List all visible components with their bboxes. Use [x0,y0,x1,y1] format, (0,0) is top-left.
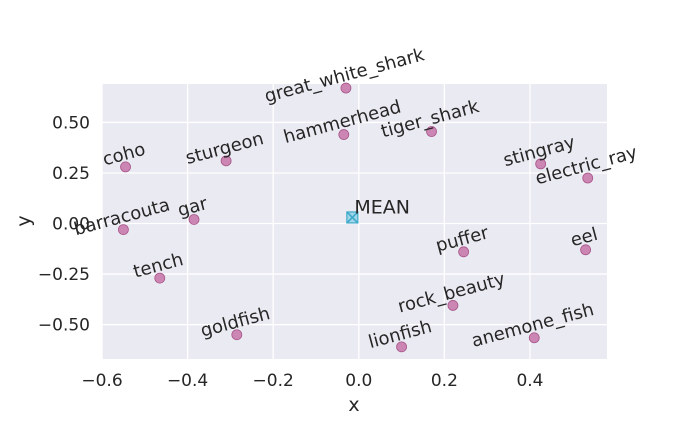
data-point [396,341,407,353]
data-point [231,329,243,341]
data-point [338,129,350,140]
data-point [580,244,592,256]
data-point [447,300,459,311]
data-point [528,332,540,344]
y-tick-labels: 0.50 0.25 0.00 −0.25 −0.50 [38,113,90,335]
y-axis-label: y [13,215,35,226]
data-point [117,224,129,235]
data-point [188,214,200,225]
x-tick-label: −0.2 [253,371,294,391]
data-point [154,272,166,284]
x-tick-label: −0.4 [167,371,208,391]
x-tick-label: −0.6 [81,371,122,391]
y-tick-label: 0.50 [52,113,90,133]
data-point [426,126,437,137]
x-axis-label: x [348,394,359,416]
data-point [340,82,352,94]
x-tick-label: 0.4 [516,371,543,391]
data-point [582,172,594,184]
data-point [220,155,232,167]
y-tick-label: 0.25 [52,164,90,184]
x-tick-label: 0.2 [431,371,458,391]
data-point [535,158,547,170]
grid-lines [101,84,607,359]
y-tick-label: 0.00 [52,215,90,235]
mean-marker-group: MEAN [346,196,410,224]
data-point [120,161,131,173]
mean-label: MEAN [354,196,410,218]
y-tick-label: −0.25 [38,265,90,285]
x-tick-label: 0.0 [345,371,372,391]
data-point [458,246,470,258]
y-tick-label: −0.50 [38,316,90,336]
mean-marker-cross [346,211,359,224]
x-tick-labels: −0.6 −0.4 −0.2 0.0 0.2 0.4 [81,371,543,391]
